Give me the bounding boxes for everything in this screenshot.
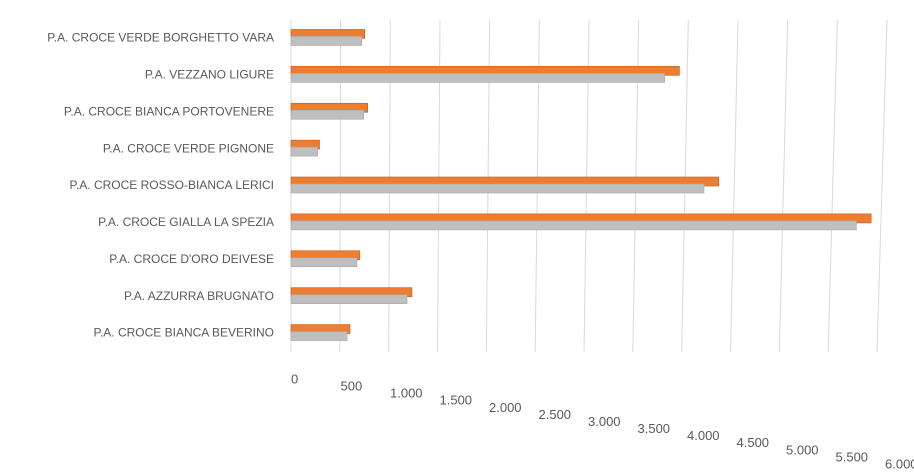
category-label: P.A. AZZURRA BRUGNATO xyxy=(124,289,274,303)
x-tick-label: 500 xyxy=(341,379,363,394)
x-tick-label: 4.000 xyxy=(687,428,720,443)
x-tick-label: 3.000 xyxy=(588,414,621,429)
category-label: P.A. CROCE GIALLA LA SPEZIA xyxy=(98,215,274,229)
bar xyxy=(290,146,318,157)
x-tick-label: 2.500 xyxy=(539,407,572,422)
category-label: P.A. CROCE VERDE BORGHETTO VARA xyxy=(47,31,274,45)
bar xyxy=(290,36,363,46)
bar xyxy=(290,183,705,194)
category-label: P.A. CROCE BIANCA PORTOVENERE xyxy=(64,104,274,118)
category-label: P.A. CROCE VERDE PIGNONE xyxy=(103,141,274,155)
x-tick-label: 3.500 xyxy=(638,421,671,436)
x-tick-label: 5.000 xyxy=(786,442,819,457)
bar xyxy=(290,294,408,304)
category-label: P.A. CROCE BIANCA BEVERINO xyxy=(94,326,275,340)
x-tick-label: 4.500 xyxy=(737,435,770,450)
bar xyxy=(290,257,358,268)
x-tick-label: 1.000 xyxy=(390,386,423,401)
category-label: P.A. CROCE D'ORO DEIVESE xyxy=(109,252,274,266)
category-label: P.A. VEZZANO LIGURE xyxy=(145,68,274,82)
grid-line xyxy=(778,19,789,353)
x-tick-label: 0 xyxy=(291,371,298,386)
x-tick-label: 2.000 xyxy=(489,400,522,415)
x-tick-label: 1.500 xyxy=(440,393,473,408)
bar xyxy=(290,220,857,231)
grid-line xyxy=(876,19,888,353)
bar xyxy=(290,73,665,83)
x-tick-label: 6.000 xyxy=(885,456,914,471)
bar xyxy=(290,331,348,341)
category-label: P.A. CROCE ROSSO-BIANCA LERICI xyxy=(70,178,275,192)
bar xyxy=(290,109,365,120)
x-tick-label: 5.500 xyxy=(836,449,869,464)
grid-line xyxy=(730,19,739,353)
grid-line xyxy=(827,19,838,353)
